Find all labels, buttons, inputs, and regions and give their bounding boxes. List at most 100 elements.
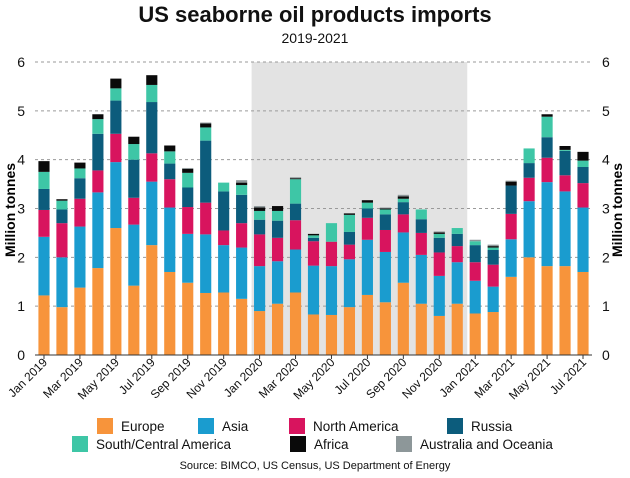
bar-segment: [164, 145, 176, 152]
bar-segment: [487, 250, 499, 265]
y-tick-label-right: 0: [602, 347, 610, 363]
bar-segment: [200, 234, 212, 293]
legend-item: Africa: [290, 436, 349, 452]
legend-label: Australia and Oceania: [420, 436, 553, 452]
bar-segment: [451, 228, 463, 234]
bar-segment: [361, 294, 373, 355]
bar-segment: [541, 266, 553, 355]
bar-segment: [577, 151, 589, 161]
bar-segment: [523, 201, 535, 258]
bar-segment: [433, 252, 445, 276]
bar-segment: [110, 133, 122, 163]
bar-segment: [182, 167, 194, 169]
bar-segment: [325, 266, 338, 315]
bar-segment: [200, 127, 212, 141]
bar-segment: [307, 265, 320, 315]
legend-label: South/Central America: [96, 436, 232, 452]
bar-segment: [433, 233, 445, 238]
bar-segment: [182, 172, 194, 188]
bar-segment: [343, 259, 356, 308]
bar-segment: [146, 84, 158, 103]
legend-item: Australia and Oceania: [396, 436, 553, 452]
bar-segment: [164, 163, 176, 180]
y-tick-label-left: 1: [17, 298, 25, 314]
bar-segment: [218, 245, 230, 293]
y-tick-label-right: 5: [602, 103, 610, 119]
bar-segment: [397, 196, 409, 199]
bar-segment: [128, 224, 140, 286]
bar-segment: [110, 162, 122, 229]
bar-segment: [236, 194, 248, 224]
bar-segment: [433, 275, 445, 316]
bar-segment: [146, 181, 158, 246]
y-tick-label-right: 3: [602, 201, 610, 217]
bar-segment: [343, 231, 356, 245]
bar-segment: [451, 233, 463, 247]
bar-segment: [271, 210, 284, 221]
bar-segment: [505, 185, 517, 214]
bar-segment: [56, 257, 68, 308]
bar-segment: [451, 246, 463, 263]
bar-segment: [307, 235, 320, 238]
bar-segment: [271, 261, 284, 304]
bar-segment: [289, 220, 302, 250]
bar-segment: [325, 314, 338, 355]
bar-segment: [254, 219, 266, 235]
bar-segment: [505, 213, 517, 240]
bar-segment: [56, 199, 68, 201]
bar-segment: [433, 232, 445, 234]
bar-segment: [415, 232, 427, 255]
x-tick-label: Jul 2021: [547, 355, 589, 397]
bar-segment: [541, 116, 553, 138]
bar-segment: [164, 207, 176, 272]
bar-segment: [146, 153, 158, 182]
bar-segment: [469, 280, 481, 314]
bar-segment: [505, 180, 517, 182]
bar-segment: [254, 266, 266, 312]
y-tick-label-left: 3: [17, 201, 25, 217]
bar-segment: [415, 219, 427, 233]
bar-segment: [146, 75, 158, 85]
bar-segment: [92, 170, 104, 193]
bar-segment: [236, 182, 248, 186]
bar-segment: [110, 88, 122, 101]
bar-segment: [289, 249, 302, 293]
bar-segment: [361, 239, 373, 295]
bar-segment: [361, 202, 373, 209]
source-note: Source: BIMCO, US Census, US Department …: [179, 460, 451, 472]
bar-segment: [505, 181, 517, 186]
bar-segment: [307, 314, 320, 355]
bar-segment: [289, 177, 302, 179]
bar-segment: [182, 187, 194, 208]
bar-segment: [433, 231, 445, 233]
bar-segment: [505, 276, 517, 355]
legend-swatch: [289, 418, 305, 434]
bar-segment: [577, 183, 589, 208]
bar-segment: [559, 150, 571, 176]
legend-label: Africa: [314, 436, 349, 452]
bar-segment: [523, 148, 535, 164]
bar-segment: [487, 264, 499, 287]
bar-segment: [289, 203, 302, 221]
y-tick-label-left: 4: [17, 152, 25, 168]
bar-segment: [343, 214, 356, 232]
bar-segment: [236, 298, 248, 355]
bar-segment: [200, 140, 212, 203]
bar-segment: [469, 313, 481, 355]
bar-segment: [505, 239, 517, 277]
y-tick-label-right: 6: [602, 54, 610, 70]
y-tick-label-right: 2: [602, 249, 610, 265]
bar-segment: [451, 262, 463, 304]
gridlines: [35, 61, 592, 307]
bar-segment: [182, 207, 194, 234]
bar-segment: [146, 245, 158, 355]
bar-segment: [325, 223, 338, 242]
bar-segment: [200, 202, 212, 235]
bar-segment: [433, 237, 445, 253]
bar-segment: [577, 160, 589, 167]
bar-segment: [487, 312, 499, 355]
bar-segment: [38, 161, 50, 172]
bar-segment: [128, 136, 140, 145]
bar-segment: [38, 236, 50, 296]
bar-segment: [74, 168, 86, 179]
